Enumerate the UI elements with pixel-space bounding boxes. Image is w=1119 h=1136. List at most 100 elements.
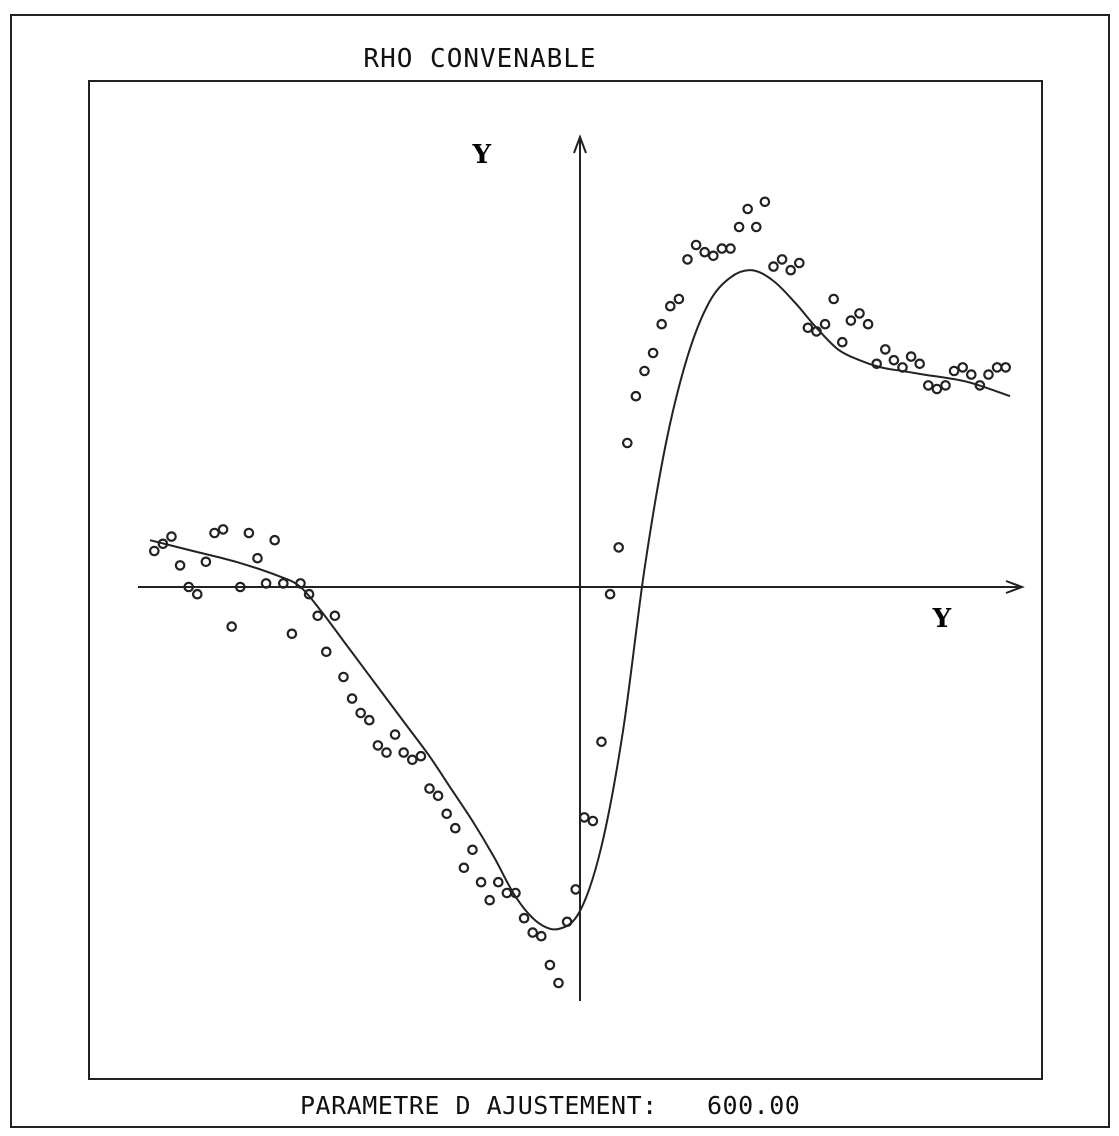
data-point <box>157 538 169 550</box>
data-point <box>363 714 375 726</box>
data-point <box>338 671 349 683</box>
data-point <box>948 365 960 377</box>
data-point <box>252 552 263 564</box>
data-point <box>845 315 857 326</box>
data-point <box>776 254 788 265</box>
data-point <box>570 884 581 895</box>
data-point <box>587 815 599 827</box>
data-point <box>200 556 212 568</box>
data-point <box>226 621 237 632</box>
data-point <box>381 747 392 758</box>
data-point <box>656 318 667 330</box>
data-point <box>836 336 848 348</box>
data-point <box>303 588 315 600</box>
data-point <box>192 588 203 600</box>
data-point <box>475 876 487 888</box>
data-point <box>699 246 710 258</box>
data-point <box>983 369 994 380</box>
data-point <box>621 437 633 449</box>
data-point <box>768 261 779 272</box>
data-point <box>785 264 796 276</box>
data-point <box>940 380 951 391</box>
data-point <box>492 876 504 888</box>
data-point <box>432 790 444 802</box>
data-point <box>398 747 409 758</box>
data-point <box>518 912 530 924</box>
data-point <box>329 610 341 622</box>
y-axis-label: Y <box>472 140 492 170</box>
data-point <box>510 887 521 899</box>
data-point <box>406 754 418 766</box>
data-point <box>441 808 452 820</box>
data-point <box>793 257 805 269</box>
data-point <box>604 588 616 600</box>
data-point <box>682 254 693 265</box>
data-point <box>742 203 753 215</box>
data-point <box>269 534 280 546</box>
data-point <box>372 740 384 751</box>
data-point <box>243 527 255 539</box>
data-point <box>854 308 865 319</box>
x-axis-label: Y <box>932 604 952 634</box>
data-point <box>716 243 728 254</box>
data-point <box>862 318 874 330</box>
data-point <box>630 390 642 402</box>
fit-curve-line <box>149 269 1011 931</box>
data-point <box>914 358 925 370</box>
data-point <box>888 354 900 366</box>
data-point <box>750 221 762 233</box>
data-point <box>578 812 590 823</box>
data-point <box>217 524 229 535</box>
data-point <box>501 887 513 899</box>
data-point <box>544 959 556 971</box>
data-point <box>707 250 719 262</box>
data-point <box>733 221 745 233</box>
data-point <box>561 916 573 928</box>
data-point <box>166 531 177 542</box>
data-point <box>957 362 968 373</box>
plot-area: YY <box>138 134 1025 1001</box>
data-point <box>991 362 1003 373</box>
data-point <box>286 628 298 640</box>
data-point <box>527 927 538 938</box>
data-point <box>759 196 771 208</box>
data-point <box>449 822 461 834</box>
data-point <box>922 380 934 391</box>
data-point <box>458 862 470 874</box>
data-point <box>647 347 659 359</box>
data-point <box>664 300 676 312</box>
data-point <box>828 293 839 305</box>
x-axis-arrow <box>1005 580 1025 594</box>
data-point <box>819 318 831 330</box>
data-point <box>355 707 366 719</box>
data-point <box>484 894 495 906</box>
data-point <box>690 239 702 251</box>
data-point <box>183 581 194 593</box>
data-point <box>346 693 358 704</box>
data-point <box>811 326 822 337</box>
data-point <box>673 293 685 305</box>
data-point <box>905 351 917 362</box>
data-point <box>613 542 624 553</box>
data-point <box>389 729 401 740</box>
data-point <box>235 581 246 593</box>
chart-title: RHO CONVENABLE <box>363 44 597 74</box>
footer: PARAMETRE D AJUSTEMENT: 600.00 <box>300 1091 800 1120</box>
data-point <box>295 578 306 589</box>
data-point <box>974 380 986 391</box>
data-point <box>802 322 814 334</box>
data-point <box>553 977 564 989</box>
data-point <box>149 545 160 557</box>
y-axis-arrow <box>573 134 587 154</box>
data-point <box>725 243 736 254</box>
data-point <box>424 783 435 794</box>
data-point <box>415 750 427 762</box>
footer-label: PARAMETRE D AJUSTEMENT: <box>300 1091 658 1120</box>
data-point <box>278 578 289 589</box>
data-point <box>321 646 332 658</box>
data-point <box>535 930 547 942</box>
data-point <box>596 736 607 748</box>
data-point <box>879 344 891 355</box>
